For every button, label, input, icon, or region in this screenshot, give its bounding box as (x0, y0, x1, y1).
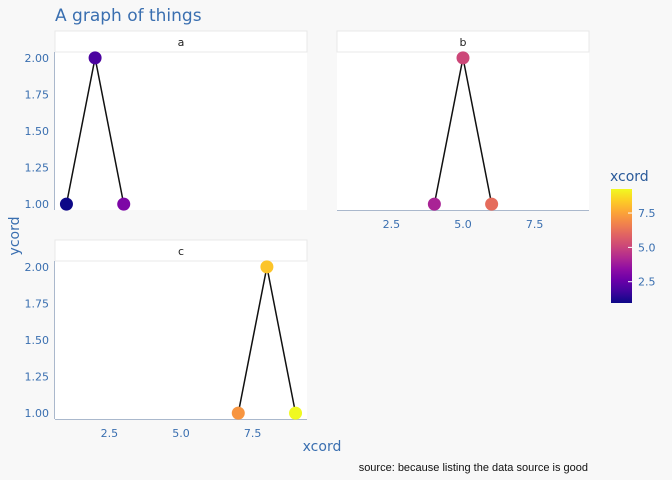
legend-tick-label: 2.5 (638, 276, 656, 289)
panel-b (337, 52, 589, 210)
y-tick-label: 1.50 (25, 334, 50, 347)
strip-label-b: b (460, 36, 467, 49)
y-tick-label: 1.25 (25, 371, 50, 384)
data-point (88, 51, 102, 65)
legend-tick-label: 7.5 (638, 207, 656, 220)
caption: source: because listing the data source … (359, 462, 588, 474)
y-tick-label: 2.00 (25, 52, 50, 65)
x-tick-label: 2.5 (101, 427, 119, 440)
strip-label-c: c (178, 245, 184, 258)
strip-a (54, 30, 308, 53)
data-point (117, 197, 131, 211)
strip-c (54, 239, 308, 262)
y-axis-title: ycord (7, 217, 23, 256)
chart-title: A graph of things (55, 6, 202, 26)
data-point (260, 260, 274, 274)
x-tick-label: 7.5 (526, 218, 544, 231)
y-tick-label: 1.50 (25, 125, 50, 138)
y-tick-label: 1.00 (25, 407, 50, 420)
x-tick-label: 7.5 (244, 427, 262, 440)
data-point (289, 406, 303, 420)
panel-a (55, 52, 307, 210)
x-tick-label: 5.0 (454, 218, 472, 231)
legend-title: xcord (610, 169, 649, 185)
x-axis-title: xcord (303, 439, 342, 455)
x-tick-label: 5.0 (172, 427, 190, 440)
y-tick-label: 1.25 (25, 162, 50, 175)
panel-c (55, 261, 307, 419)
data-point (485, 197, 499, 211)
data-point (59, 197, 73, 211)
y-tick-label: 1.75 (25, 88, 50, 101)
y-tick-label: 1.00 (25, 198, 50, 211)
data-point (231, 406, 245, 420)
data-point (456, 51, 470, 65)
strip-label-a: a (178, 36, 185, 49)
data-point (427, 197, 441, 211)
y-tick-label: 2.00 (25, 261, 50, 274)
legend-colorbar (611, 189, 632, 303)
legend-tick-label: 5.0 (638, 241, 656, 254)
y-tick-label: 1.75 (25, 297, 50, 310)
x-tick-label: 2.5 (383, 218, 401, 231)
